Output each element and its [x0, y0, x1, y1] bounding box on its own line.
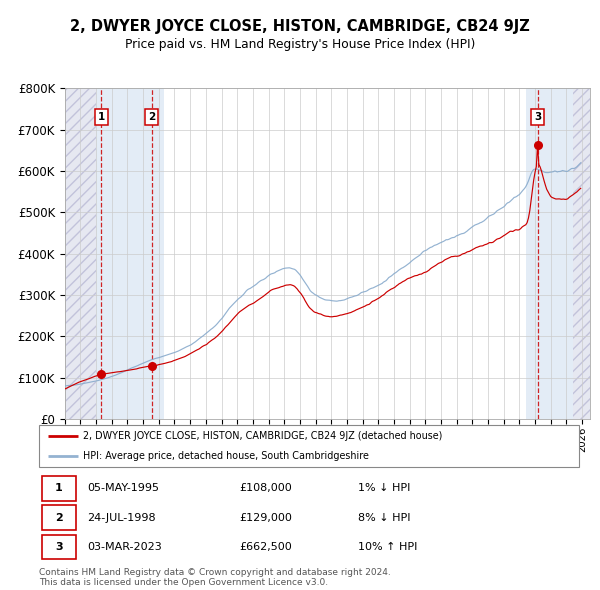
Text: 03-MAR-2023: 03-MAR-2023 [88, 542, 163, 552]
Text: £129,000: £129,000 [239, 513, 292, 523]
Text: 05-MAY-1995: 05-MAY-1995 [88, 483, 160, 493]
Bar [573, 88, 590, 419]
Text: 1: 1 [55, 483, 63, 493]
Bar [526, 88, 573, 419]
FancyBboxPatch shape [42, 506, 76, 530]
Text: 3: 3 [55, 542, 63, 552]
FancyBboxPatch shape [42, 535, 76, 559]
Bar [573, 88, 590, 419]
Text: HPI: Average price, detached house, South Cambridgeshire: HPI: Average price, detached house, Sout… [83, 451, 369, 461]
Text: 10% ↑ HPI: 10% ↑ HPI [358, 542, 417, 552]
Text: 1% ↓ HPI: 1% ↓ HPI [358, 483, 410, 493]
Text: 2, DWYER JOYCE CLOSE, HISTON, CAMBRIDGE, CB24 9JZ (detached house): 2, DWYER JOYCE CLOSE, HISTON, CAMBRIDGE,… [83, 431, 443, 441]
Text: Price paid vs. HM Land Registry's House Price Index (HPI): Price paid vs. HM Land Registry's House … [125, 38, 475, 51]
Text: 24-JUL-1998: 24-JUL-1998 [88, 513, 156, 523]
Bar [96, 88, 164, 419]
Text: 1: 1 [98, 113, 105, 122]
Text: 8% ↓ HPI: 8% ↓ HPI [358, 513, 410, 523]
Text: Contains HM Land Registry data © Crown copyright and database right 2024.
This d: Contains HM Land Registry data © Crown c… [39, 568, 391, 587]
Text: £662,500: £662,500 [239, 542, 292, 552]
Text: 2, DWYER JOYCE CLOSE, HISTON, CAMBRIDGE, CB24 9JZ: 2, DWYER JOYCE CLOSE, HISTON, CAMBRIDGE,… [70, 19, 530, 34]
Text: 2: 2 [55, 513, 63, 523]
Text: £108,000: £108,000 [239, 483, 292, 493]
FancyBboxPatch shape [39, 425, 579, 467]
Bar [65, 88, 96, 419]
Bar [65, 88, 96, 419]
Text: 2: 2 [148, 113, 155, 122]
FancyBboxPatch shape [42, 476, 76, 501]
Text: 3: 3 [534, 113, 541, 122]
